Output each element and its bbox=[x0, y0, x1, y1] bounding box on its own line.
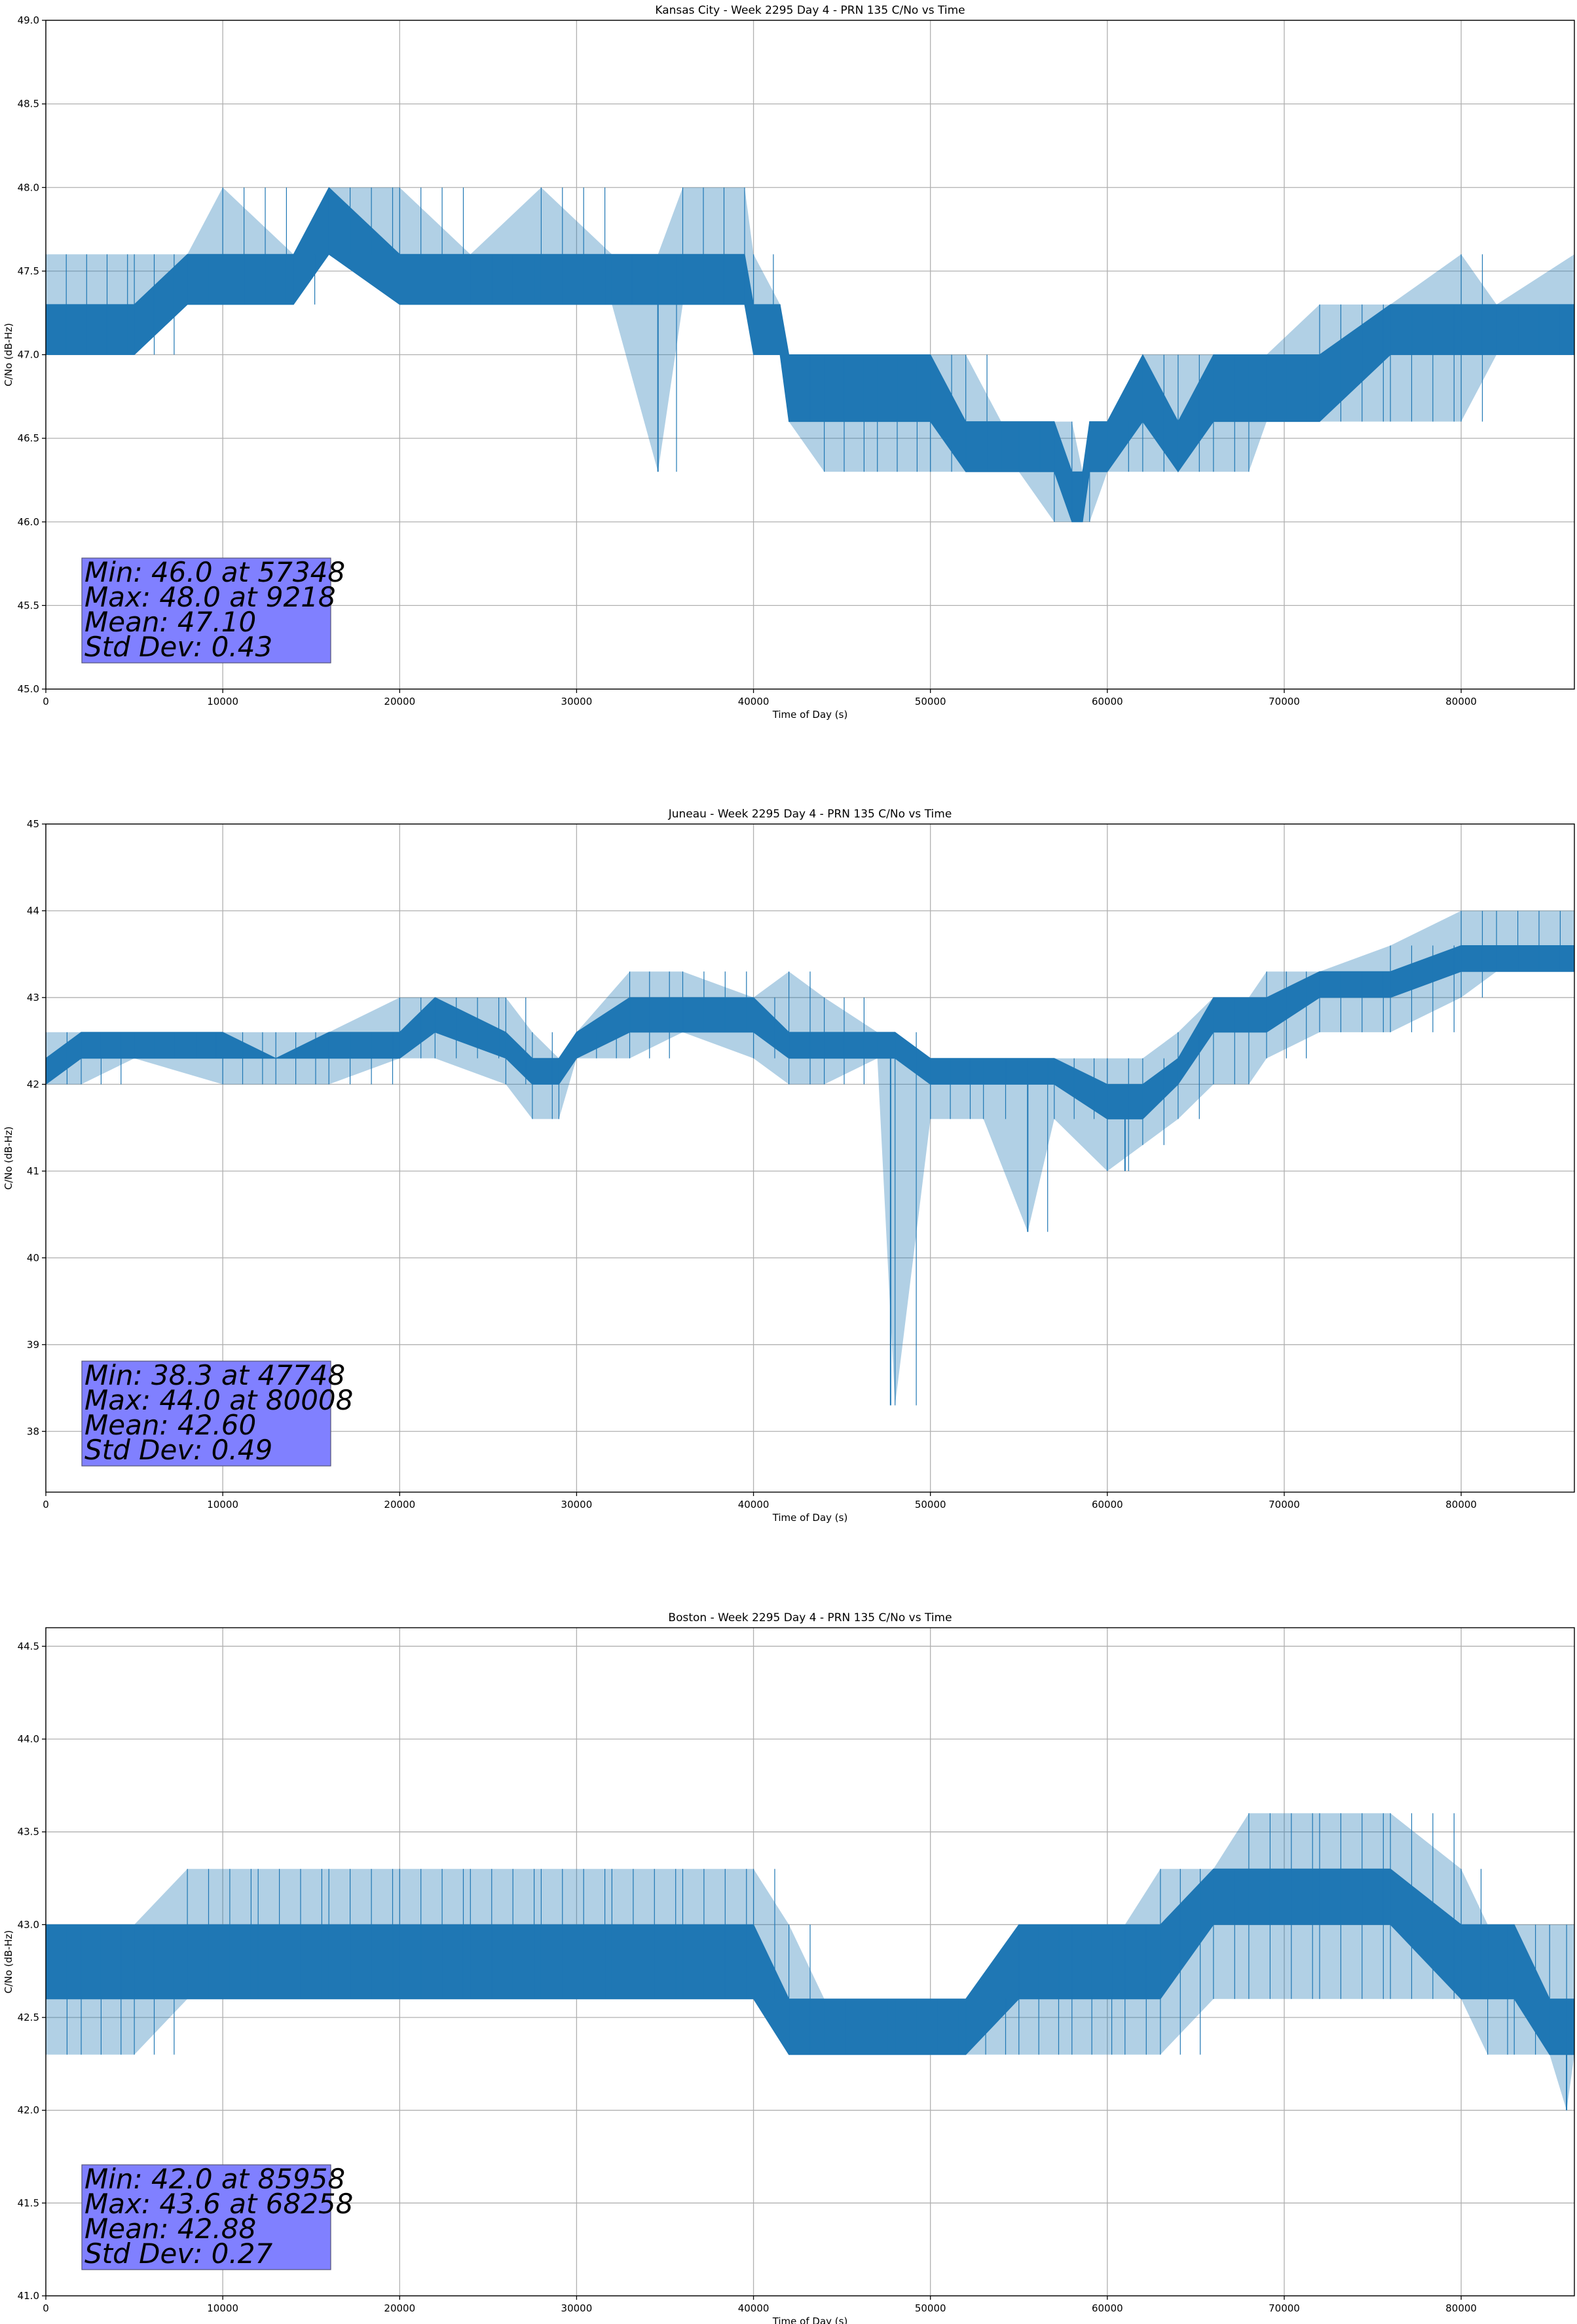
x-tick-label: 70000 bbox=[1269, 1499, 1300, 1510]
y-axis-label: C/No (dB-Hz) bbox=[3, 323, 14, 386]
y-axis-label: C/No (dB-Hz) bbox=[3, 1127, 14, 1190]
y-tick-label: 45 bbox=[27, 818, 39, 830]
stats-box-background bbox=[81, 1360, 331, 1467]
x-tick-label: 40000 bbox=[738, 1499, 770, 1510]
y-tick-label: 41 bbox=[27, 1165, 39, 1177]
x-tick-label: 60000 bbox=[1092, 696, 1123, 707]
x-axis-label: Time of Day (s) bbox=[772, 1512, 848, 1524]
stats-max: Max: 43.6 at 68258 bbox=[84, 2188, 353, 2220]
chart-panel-1: 0 10000 20000 30000 40000 50000 60000 70000 8000… bbox=[3, 4, 1575, 721]
x-tick-label: 30000 bbox=[561, 2302, 593, 2314]
stats-mean: Mean: 42.88 bbox=[84, 2213, 256, 2245]
axes-frame bbox=[45, 1627, 1575, 2296]
x-tick-label: 0 bbox=[43, 1499, 49, 1510]
y-tick-label: 45.5 bbox=[18, 599, 39, 611]
x-tick-label: 80000 bbox=[1445, 1499, 1477, 1510]
x-tick-label: 0 bbox=[43, 696, 49, 707]
chart-title: Boston - Week 2295 Day 4 - PRN 135 C/No … bbox=[668, 1611, 952, 1624]
y-tick-label: 40 bbox=[27, 1252, 39, 1264]
x-tick-label: 40000 bbox=[738, 2302, 770, 2314]
x-tick-label: 20000 bbox=[384, 2302, 415, 2314]
x-tick-label: 70000 bbox=[1269, 2302, 1300, 2314]
y-tick-label: 38 bbox=[27, 1425, 39, 1437]
x-tick-label: 0 bbox=[43, 2302, 49, 2314]
x-tick-label: 20000 bbox=[384, 1499, 415, 1510]
x-tick-label: 10000 bbox=[207, 1499, 238, 1510]
y-tick-label: 47.5 bbox=[18, 265, 39, 277]
y-tick-label: 45.0 bbox=[18, 683, 39, 695]
x-tick-label: 70000 bbox=[1269, 696, 1300, 707]
stats-std: Std Dev: 0.49 bbox=[84, 1434, 272, 1466]
stats-min: Min: 42.0 at 85958 bbox=[84, 2163, 345, 2195]
chart-title: Kansas City - Week 2295 Day 4 - PRN 135 … bbox=[655, 4, 965, 17]
y-tick-label: 42.5 bbox=[18, 2012, 39, 2023]
y-tick-label: 48.0 bbox=[18, 181, 39, 193]
stats-std: Std Dev: 0.27 bbox=[84, 2238, 272, 2270]
axes-frame bbox=[45, 823, 1575, 1493]
x-tick-label: 50000 bbox=[915, 696, 946, 707]
x-tick-label: 40000 bbox=[738, 696, 770, 707]
y-tick-label: 43 bbox=[27, 992, 39, 1003]
stats-box-background bbox=[81, 557, 331, 664]
y-tick-label: 44 bbox=[27, 905, 39, 916]
x-tick-label: 30000 bbox=[561, 1499, 593, 1510]
y-tick-label: 44.0 bbox=[18, 1733, 39, 1745]
stats-std: Std Dev: 0.43 bbox=[84, 631, 272, 663]
stats-mean: Mean: 47.10 bbox=[84, 606, 256, 638]
stats-min: Min: 46.0 at 57348 bbox=[84, 556, 345, 588]
chart-panel-3: 0 10000 20000 30000 40000 50000 60000 70000 8000… bbox=[3, 1611, 1575, 2324]
series-c-no bbox=[45, 187, 1575, 523]
stats-max: Max: 44.0 at 80008 bbox=[84, 1384, 353, 1416]
cno-envelope bbox=[46, 1813, 1574, 2110]
y-tick-label: 43.5 bbox=[18, 1826, 39, 1838]
chart-panel-2: 0 10000 20000 30000 40000 50000 60000 70000 8000… bbox=[3, 808, 1575, 1524]
y-tick-label: 42.0 bbox=[18, 2105, 39, 2116]
y-tick-label: 41.5 bbox=[18, 2197, 39, 2209]
y-tick-label: 46.0 bbox=[18, 516, 39, 528]
y-tick-label: 47.0 bbox=[18, 349, 39, 361]
x-axis-label: Time of Day (s) bbox=[772, 709, 848, 721]
y-axis-label: C/No (dB-Hz) bbox=[3, 1930, 14, 1994]
stats-box-background bbox=[81, 2164, 331, 2270]
chart-title: Juneau - Week 2295 Day 4 - PRN 135 C/No … bbox=[668, 808, 952, 821]
x-tick-label: 30000 bbox=[561, 696, 593, 707]
y-tick-label: 42 bbox=[27, 1078, 39, 1090]
x-tick-label: 60000 bbox=[1092, 2302, 1123, 2314]
x-tick-label: 80000 bbox=[1445, 696, 1477, 707]
stats-mean: Mean: 42.60 bbox=[84, 1409, 256, 1441]
x-tick-label: 50000 bbox=[915, 1499, 946, 1510]
x-tick-label: 20000 bbox=[384, 696, 415, 707]
y-tick-label: 49.0 bbox=[18, 14, 39, 26]
y-tick-label: 44.5 bbox=[18, 1640, 39, 1652]
y-tick-label: 39 bbox=[27, 1339, 39, 1351]
y-tick-label: 41.0 bbox=[18, 2290, 39, 2302]
series-c-no bbox=[45, 1813, 1575, 2110]
x-tick-label: 10000 bbox=[207, 2302, 238, 2314]
x-tick-label: 50000 bbox=[915, 2302, 946, 2314]
x-tick-label: 80000 bbox=[1445, 2302, 1477, 2314]
x-tick-label: 60000 bbox=[1092, 1499, 1123, 1510]
y-tick-label: 48.5 bbox=[18, 98, 39, 110]
stats-max: Max: 48.0 at 9218 bbox=[84, 581, 336, 613]
x-tick-label: 10000 bbox=[207, 696, 238, 707]
y-tick-label: 43.0 bbox=[18, 1919, 39, 1930]
x-axis-label: Time of Day (s) bbox=[772, 2315, 848, 2324]
stats-min: Min: 38.3 at 47748 bbox=[84, 1359, 345, 1391]
y-tick-label: 46.5 bbox=[18, 432, 39, 444]
